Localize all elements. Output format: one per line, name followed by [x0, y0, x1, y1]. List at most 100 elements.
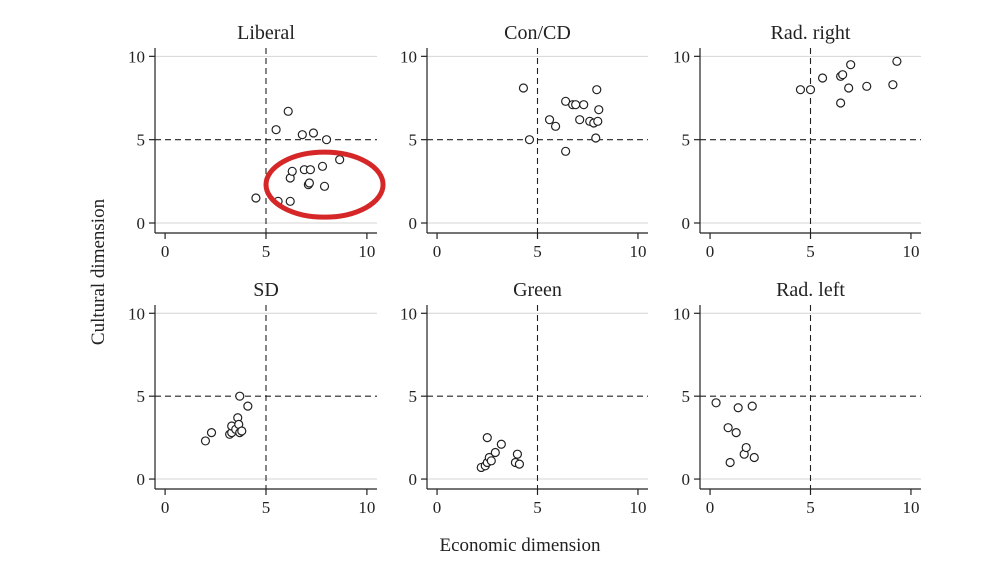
- y-tick-label: 5: [682, 131, 691, 150]
- data-point: [319, 181, 330, 191]
- data-point: [862, 81, 872, 91]
- x-tick-label: 0: [433, 242, 442, 261]
- y-tick-label: 10: [673, 47, 690, 66]
- x-tick-label: 5: [533, 242, 542, 261]
- data-point: [838, 70, 848, 80]
- data-point: [321, 135, 332, 145]
- panel-rad-right: 0 5 10 0 5 10 Rad. right: [673, 22, 921, 261]
- x-tick-label: 10: [902, 498, 919, 517]
- data-point: [305, 165, 315, 175]
- y-axis-title: Cultural dimension: [88, 198, 109, 345]
- data-point: [741, 442, 751, 453]
- data-point: [846, 60, 856, 70]
- panel-title: Con/CD: [504, 22, 571, 44]
- data-point: [482, 433, 492, 443]
- data-point: [518, 83, 529, 93]
- data-point: [496, 439, 506, 449]
- x-tick-label: 0: [161, 498, 170, 517]
- data-point: [200, 436, 211, 446]
- y-tick-label: 0: [409, 214, 418, 233]
- data-point: [237, 426, 247, 436]
- data-point: [711, 398, 721, 408]
- data-point: [733, 403, 743, 413]
- panel-title: Green: [513, 279, 562, 301]
- data-point: [593, 116, 603, 126]
- data-point: [594, 105, 604, 115]
- panel-title: Rad. left: [776, 279, 845, 301]
- panel-title: Rad. right: [771, 22, 851, 44]
- x-tick-label: 5: [262, 498, 271, 517]
- x-tick-label: 0: [433, 498, 442, 517]
- y-tick-label: 0: [682, 470, 691, 489]
- data-point: [486, 456, 496, 466]
- panel-con-cd: 0 5 10 0 5 10 Con/CD: [400, 22, 648, 261]
- x-tick-label: 10: [629, 242, 646, 261]
- data-point: [575, 115, 585, 125]
- panel-liberal: 0 5 10 0 5 10 Liberal: [128, 22, 386, 261]
- data-point: [512, 449, 523, 459]
- data-point: [892, 56, 902, 66]
- data-point: [524, 135, 535, 145]
- data-point: [817, 73, 828, 83]
- x-tick-label: 5: [806, 498, 815, 517]
- data-point: [888, 80, 898, 90]
- data-point: [317, 161, 328, 171]
- x-tick-label: 5: [533, 498, 542, 517]
- x-tick-label: 5: [262, 242, 271, 261]
- x-tick-label: 10: [358, 498, 375, 517]
- y-tick-label: 10: [673, 304, 690, 323]
- data-point: [283, 106, 293, 116]
- y-tick-label: 0: [137, 214, 146, 233]
- data-point: [805, 85, 816, 95]
- y-tick-label: 5: [682, 387, 691, 406]
- y-tick-label: 5: [137, 131, 146, 150]
- y-tick-label: 10: [400, 47, 417, 66]
- panel-green: 0 5 10 0 5 10 Green: [400, 279, 648, 517]
- highlight-ellipse: [263, 149, 386, 220]
- x-tick-label: 10: [902, 242, 919, 261]
- data-point: [550, 121, 561, 131]
- x-tick-label: 10: [358, 242, 375, 261]
- y-tick-label: 10: [128, 304, 145, 323]
- data-point: [308, 128, 319, 138]
- data-point: [251, 193, 261, 203]
- y-tick-label: 0: [682, 214, 691, 233]
- y-tick-label: 5: [137, 387, 146, 406]
- data-point: [795, 85, 806, 95]
- data-point: [723, 423, 733, 433]
- x-tick-label: 5: [806, 242, 815, 261]
- y-tick-label: 0: [409, 470, 418, 489]
- data-point: [836, 98, 846, 108]
- y-tick-label: 5: [409, 387, 418, 406]
- panel-sd: 0 5 10 0 5 10 SD: [128, 279, 377, 517]
- data-point: [747, 401, 757, 411]
- y-tick-label: 10: [128, 47, 145, 66]
- data-point: [243, 401, 253, 411]
- data-point: [285, 196, 295, 206]
- panel-title: Liberal: [237, 22, 295, 44]
- data-point: [297, 130, 307, 140]
- x-tick-label: 0: [161, 242, 170, 261]
- data-point: [514, 459, 525, 469]
- data-point: [592, 85, 602, 95]
- data-point: [544, 115, 555, 125]
- x-tick-label: 0: [706, 498, 715, 517]
- data-point: [271, 125, 281, 135]
- y-tick-label: 10: [400, 304, 417, 323]
- data-point: [844, 83, 854, 93]
- data-point: [725, 457, 735, 468]
- x-tick-label: 10: [629, 498, 646, 517]
- x-tick-label: 0: [706, 242, 715, 261]
- y-tick-label: 0: [137, 470, 146, 489]
- data-point: [287, 166, 297, 176]
- data-point: [579, 100, 589, 110]
- data-point: [571, 100, 581, 110]
- data-point: [561, 146, 571, 156]
- data-point: [335, 155, 345, 165]
- data-point: [206, 428, 217, 438]
- data-point: [591, 133, 601, 143]
- data-point: [490, 447, 500, 458]
- data-point: [304, 178, 314, 188]
- data-point: [749, 452, 759, 463]
